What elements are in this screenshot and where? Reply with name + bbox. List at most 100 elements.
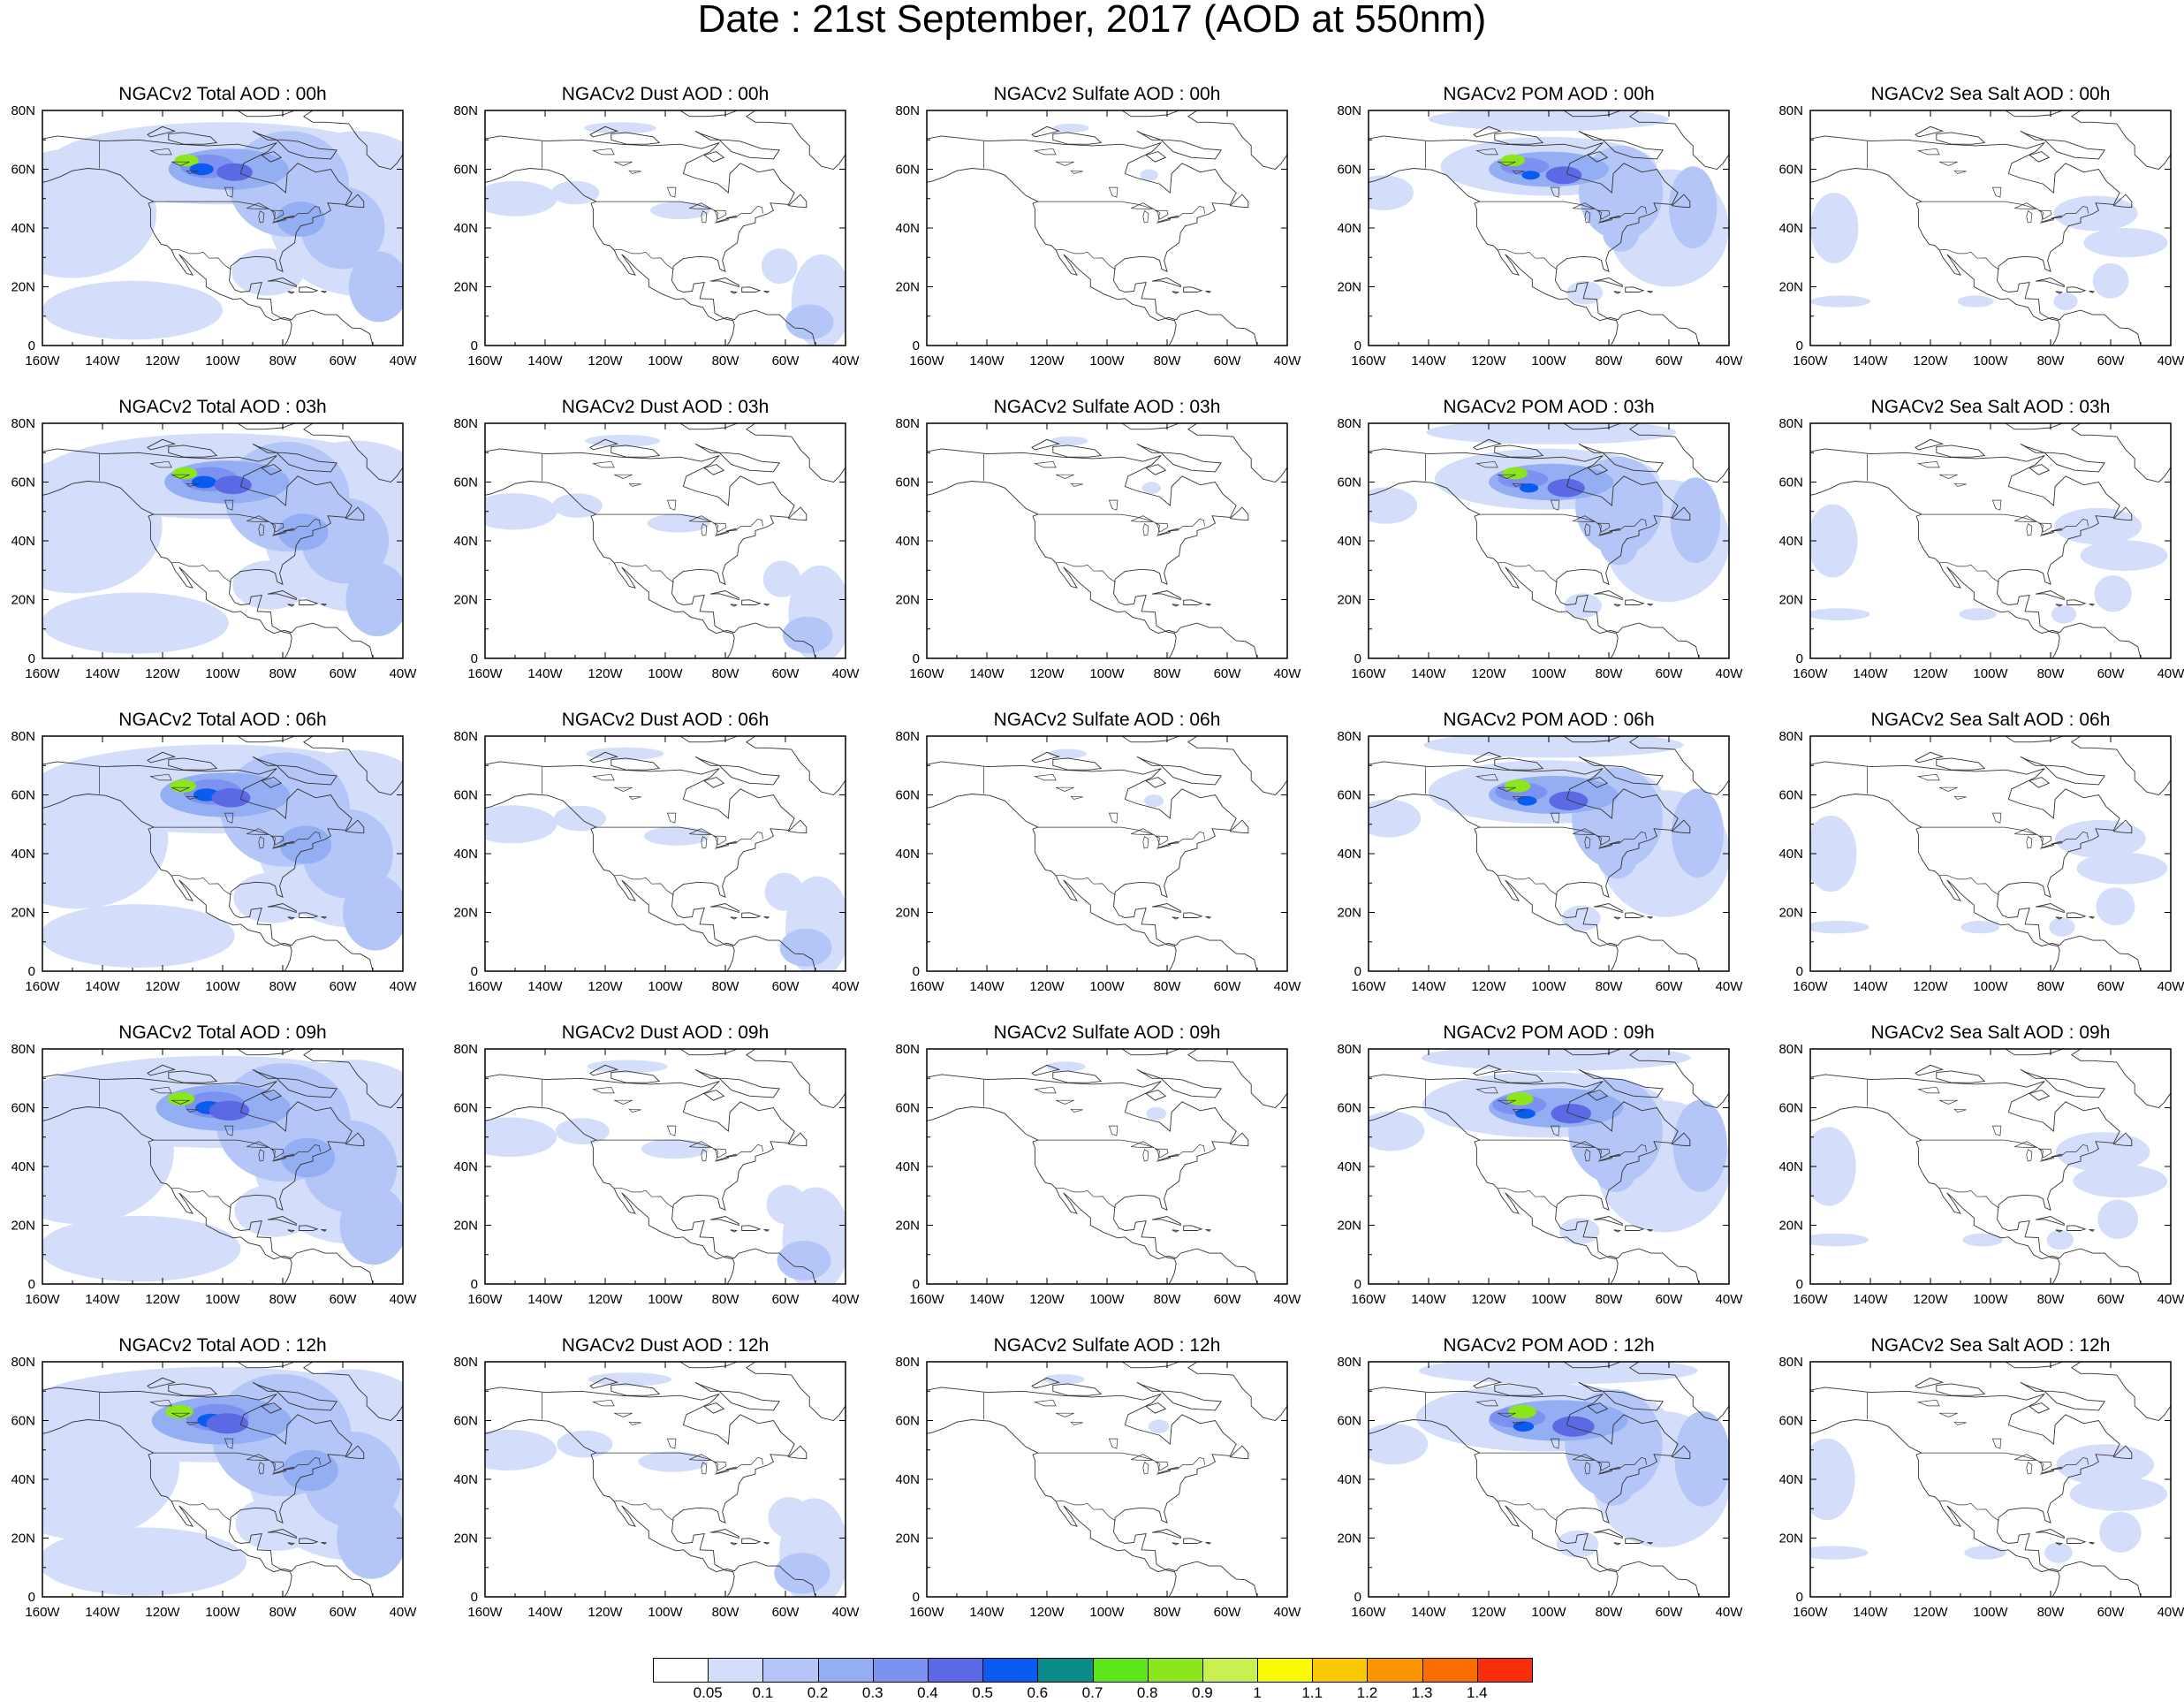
coastline bbox=[1628, 1362, 1729, 1421]
coastline bbox=[1187, 423, 1287, 482]
aod-patch bbox=[2076, 852, 2168, 885]
colorbar-swatch bbox=[982, 1658, 1039, 1683]
country-border bbox=[1498, 561, 1558, 583]
lon-tick-label: 160W bbox=[25, 353, 60, 369]
lon-tick-label: 140W bbox=[1853, 1292, 1888, 1307]
coastline bbox=[147, 125, 177, 138]
coastline bbox=[237, 736, 295, 743]
coastline bbox=[1136, 1068, 1223, 1098]
lon-tick-label: 60W bbox=[772, 353, 800, 369]
lon-tick-label: 80W bbox=[1596, 666, 1624, 681]
panel-title: NGACv2 Total AOD : 09h bbox=[118, 1022, 327, 1043]
lake-outline bbox=[2038, 522, 2052, 533]
aod-patch bbox=[557, 1430, 613, 1458]
aod-patch bbox=[211, 788, 251, 808]
colorbar-swatch bbox=[708, 1658, 764, 1683]
coastline bbox=[287, 1542, 295, 1546]
lake-outline bbox=[149, 460, 172, 468]
colorbar bbox=[653, 1658, 1533, 1684]
coastline bbox=[1205, 291, 1212, 293]
country-border bbox=[1037, 513, 1205, 536]
lat-tick-label: 80N bbox=[1337, 103, 1361, 118]
lon-tick-label: 100W bbox=[1089, 666, 1125, 681]
lat-tick-label: 60N bbox=[1778, 1414, 1803, 1429]
lake-outline bbox=[1498, 786, 1516, 792]
lat-tick-label: 20N bbox=[11, 593, 35, 608]
coastline bbox=[2005, 1362, 2063, 1369]
lake-outline bbox=[628, 1421, 641, 1425]
coastline bbox=[1187, 1362, 1287, 1421]
lake-outline bbox=[1056, 1412, 1074, 1417]
colorbar-swatch bbox=[1147, 1658, 1203, 1683]
coastline bbox=[1145, 464, 1167, 475]
aod-patch bbox=[232, 560, 308, 610]
lon-tick-label: 100W bbox=[205, 1605, 240, 1620]
aod-patch bbox=[1517, 795, 1537, 806]
coastline bbox=[709, 1216, 739, 1227]
aod-patch bbox=[189, 163, 214, 176]
aod-patch bbox=[42, 769, 169, 909]
lake-outline bbox=[1596, 522, 1611, 533]
coastline bbox=[2035, 1529, 2065, 1539]
coastline bbox=[1473, 1064, 1503, 1076]
lake-outline bbox=[270, 522, 284, 533]
map-panel-dust-r2: NGACv2 Dust AOD : 06h 160W 140W 120W 100W 80W… bbox=[453, 710, 874, 994]
aod-patch bbox=[485, 493, 557, 530]
lon-tick-label: 60W bbox=[1214, 1292, 1242, 1307]
lat-tick-label: 20N bbox=[1778, 280, 1803, 295]
lake-outline bbox=[614, 161, 633, 166]
coastline bbox=[321, 916, 328, 919]
coastline bbox=[267, 277, 297, 288]
aod-patch bbox=[42, 1215, 241, 1282]
coastline bbox=[147, 438, 177, 451]
coastline bbox=[741, 1538, 762, 1544]
map-panel-sulfate-r4: NGACv2 Sulfate AOD : 12h 160W 140W 120W 100W… bbox=[895, 1335, 1316, 1620]
panel-title: NGACv2 Total AOD : 06h bbox=[118, 710, 327, 730]
colorbar-swatch bbox=[1257, 1658, 1314, 1683]
lake-outline bbox=[1056, 1099, 1074, 1105]
aod-patch bbox=[282, 1449, 338, 1492]
coastline bbox=[1936, 132, 1986, 145]
lake-outline bbox=[1155, 835, 1169, 846]
aod-patch bbox=[1810, 193, 1859, 263]
country-border bbox=[153, 1139, 321, 1161]
coastline bbox=[299, 286, 319, 293]
aod-map: 160W 140W 120W 100W 80W 60W 40W 0 20N 40N 60N 80N bbox=[453, 1355, 860, 1620]
coastline bbox=[694, 443, 781, 473]
lake-outline bbox=[1512, 1421, 1525, 1425]
lon-tick-label: 140W bbox=[1853, 979, 1888, 994]
aod-patch bbox=[641, 1138, 709, 1159]
coastline bbox=[1121, 1362, 1179, 1369]
lake-outline bbox=[666, 186, 677, 198]
lake-outline bbox=[1953, 1421, 1967, 1425]
lat-tick-label: 40N bbox=[11, 1159, 35, 1174]
lon-tick-label: 140W bbox=[1411, 979, 1446, 994]
map-panel-salt-r1: NGACv2 Sea Salt AOD : 03h 160W 140W 120W 100… bbox=[1778, 397, 2184, 681]
lake-outline bbox=[1155, 1148, 1169, 1159]
aod-map: 160W 140W 120W 100W 80W 60W 40W 0 20N 40N 60N 80N bbox=[453, 729, 860, 994]
aod-patch bbox=[231, 248, 304, 296]
lat-tick-label: 80N bbox=[895, 1355, 920, 1370]
coastline bbox=[345, 1132, 365, 1147]
lon-tick-label: 60W bbox=[1214, 666, 1242, 681]
lon-tick-label: 40W bbox=[832, 979, 861, 994]
lat-tick-label: 20N bbox=[1337, 593, 1361, 608]
lat-tick-label: 80N bbox=[453, 416, 478, 431]
coastline bbox=[1229, 1132, 1249, 1147]
coastline bbox=[252, 1381, 338, 1411]
coastline bbox=[299, 1538, 319, 1544]
lake-outline bbox=[186, 1421, 199, 1425]
coastline bbox=[2029, 1090, 2051, 1101]
aod-map: 160W 140W 120W 100W 80W 60W 40W 0 20N 40N 60N 80N bbox=[895, 1042, 1301, 1307]
aod-patch bbox=[214, 475, 252, 495]
coastline bbox=[287, 1229, 295, 1233]
aod-patch bbox=[2097, 1199, 2138, 1240]
lon-tick-label: 80W bbox=[712, 979, 740, 994]
lat-tick-label: 40N bbox=[1778, 1159, 1803, 1174]
country-border bbox=[595, 201, 763, 223]
aod-patch bbox=[172, 467, 198, 480]
lon-tick-label: 140W bbox=[1853, 1605, 1888, 1620]
coastline bbox=[2066, 912, 2087, 918]
lake-outline bbox=[1512, 170, 1525, 174]
coastline bbox=[589, 438, 619, 451]
